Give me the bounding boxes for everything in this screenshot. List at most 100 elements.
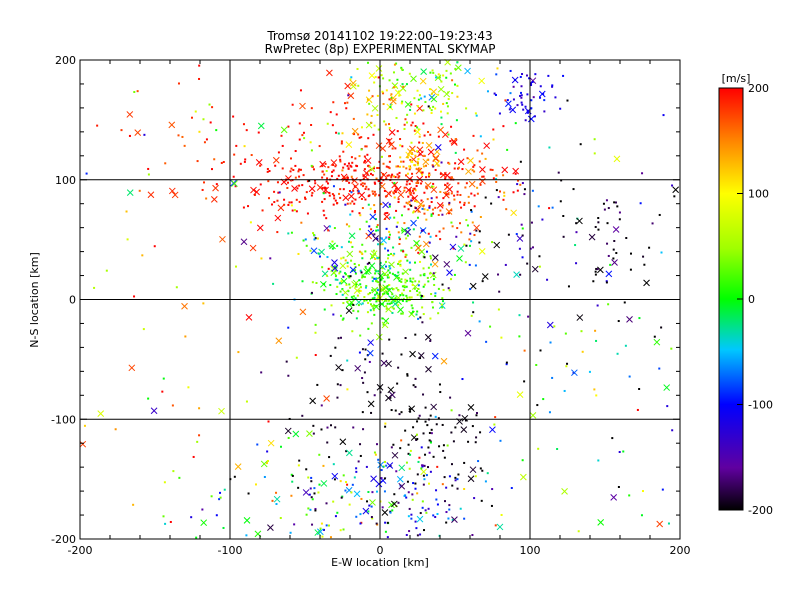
data-point <box>454 138 457 141</box>
data-point-cross <box>439 171 447 179</box>
data-point <box>411 498 414 501</box>
data-point <box>495 174 498 177</box>
data-point <box>414 333 417 336</box>
data-point <box>648 246 651 249</box>
data-point <box>285 360 288 363</box>
data-point-cross <box>445 208 453 215</box>
data-point <box>519 75 522 78</box>
data-point <box>339 529 342 532</box>
data-point <box>566 99 569 102</box>
data-point <box>437 213 440 216</box>
data-point <box>133 295 136 298</box>
data-point <box>469 288 472 291</box>
data-point <box>392 288 395 291</box>
data-point-cross <box>411 194 419 202</box>
data-point <box>667 522 670 525</box>
data-point <box>390 93 393 96</box>
data-point-cross <box>200 519 208 527</box>
data-point <box>440 116 443 119</box>
data-point <box>441 483 444 486</box>
data-point <box>245 129 248 132</box>
y-tick-label: 100 <box>55 174 76 187</box>
data-point <box>412 426 415 429</box>
data-point <box>309 141 312 144</box>
data-point <box>257 131 260 134</box>
data-point <box>361 377 364 380</box>
data-point-cross <box>424 181 432 189</box>
data-point <box>489 168 492 171</box>
data-point <box>478 230 481 233</box>
data-point <box>491 488 494 491</box>
data-point <box>371 491 374 494</box>
data-point <box>339 158 342 161</box>
data-point <box>448 201 451 204</box>
data-point <box>438 76 441 79</box>
data-point <box>379 177 382 180</box>
data-point <box>332 164 335 167</box>
x-tick-label: 200 <box>670 544 691 557</box>
data-point <box>418 135 421 138</box>
data-point-cross <box>381 509 389 516</box>
data-point <box>334 426 337 429</box>
data-point-cross <box>431 254 439 262</box>
data-point <box>314 507 317 510</box>
data-point <box>312 424 315 427</box>
data-point <box>422 122 425 125</box>
data-point <box>395 274 398 277</box>
data-point <box>245 400 248 403</box>
data-point <box>372 249 375 252</box>
data-point <box>383 120 386 123</box>
data-point <box>450 192 453 195</box>
data-point <box>432 165 435 168</box>
data-point <box>596 304 599 307</box>
data-point <box>407 443 410 446</box>
data-point <box>451 79 454 82</box>
data-point <box>536 404 539 407</box>
data-point-cross <box>417 200 425 208</box>
data-point-cross <box>478 248 486 255</box>
data-point-cross <box>479 177 486 185</box>
data-point <box>366 311 369 314</box>
data-point <box>509 69 512 72</box>
data-point <box>419 294 422 297</box>
data-point <box>420 296 423 299</box>
data-point-cross <box>218 407 225 415</box>
data-point <box>414 261 417 264</box>
data-point <box>474 264 477 267</box>
data-point <box>390 446 393 449</box>
data-point <box>292 169 295 172</box>
data-point <box>388 155 391 158</box>
data-point-cross <box>493 241 501 249</box>
data-point <box>450 409 453 412</box>
data-point <box>396 78 399 81</box>
data-point <box>371 256 374 259</box>
data-point <box>254 483 257 486</box>
data-point <box>453 273 456 276</box>
x-tick-label: -200 <box>68 544 93 557</box>
data-point <box>595 394 598 397</box>
data-point <box>430 201 433 204</box>
data-point <box>346 261 349 264</box>
data-point <box>250 154 253 157</box>
data-point <box>348 503 351 506</box>
data-point <box>343 177 346 180</box>
data-point <box>384 217 387 220</box>
data-point <box>419 260 422 263</box>
data-point-cross <box>339 438 347 446</box>
data-point <box>301 184 304 187</box>
data-point <box>367 301 370 304</box>
data-point <box>298 459 301 462</box>
data-point <box>426 276 429 279</box>
data-point-cross <box>443 90 451 98</box>
data-point <box>161 390 164 393</box>
data-point <box>495 180 498 183</box>
data-point <box>357 310 360 313</box>
data-point-cross <box>387 386 395 394</box>
data-point <box>377 296 380 299</box>
data-point-cross <box>358 191 366 199</box>
data-point <box>466 224 469 227</box>
data-point <box>636 408 639 411</box>
data-point <box>147 167 150 170</box>
chart-subtitle: RwPretec (8p) EXPERIMENTAL SKYMAP <box>265 42 496 56</box>
data-point-cross <box>419 77 427 85</box>
